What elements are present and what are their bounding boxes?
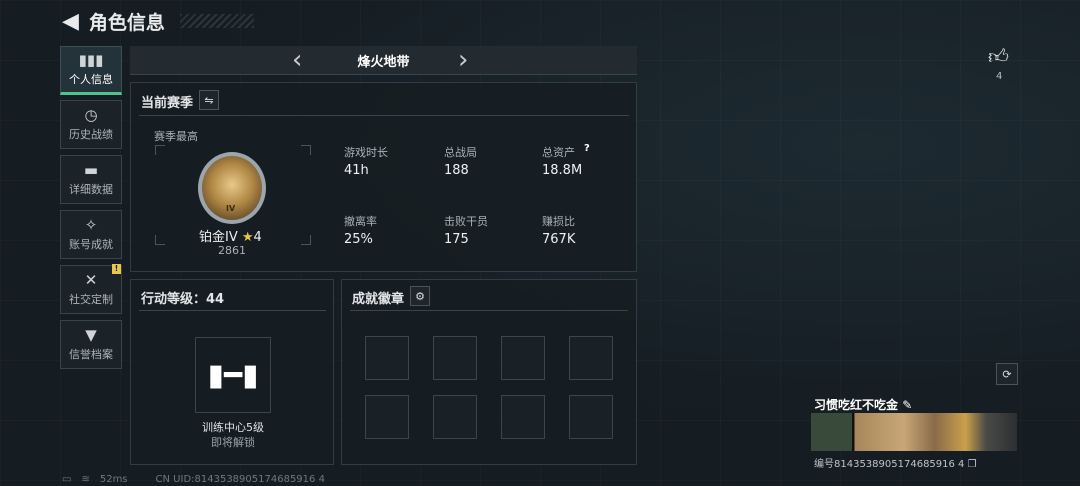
badge-slot[interactable] bbox=[569, 336, 613, 380]
stat-label: 游戏时长 bbox=[344, 146, 388, 159]
battery-icon: ▭ bbox=[62, 474, 72, 485]
rank-name: 铂金IV bbox=[199, 230, 238, 245]
alert-badge: ! bbox=[112, 264, 121, 274]
refresh-button[interactable]: ⟳ bbox=[996, 363, 1018, 385]
swap-icon: ⇋ bbox=[204, 93, 214, 107]
frame-corner bbox=[301, 235, 311, 245]
badge-slot[interactable] bbox=[501, 336, 545, 380]
folder-icon: ▬ bbox=[83, 161, 99, 179]
player-name-row: 习惯吃红不吃金 ✎ bbox=[814, 396, 912, 413]
bar-chart-icon: ▮▮▮ bbox=[78, 51, 104, 69]
action-level-panel: 行动等级：44 ▮━▮ 训练中心5级 即将解锁 bbox=[130, 279, 334, 465]
mode-selector: ‹ 烽火地带 › bbox=[130, 46, 637, 75]
sidebar-item-history[interactable]: ◷ 历史战绩 bbox=[60, 100, 122, 149]
badge-slot[interactable] bbox=[433, 395, 477, 439]
stat-label: 击败干员 bbox=[444, 215, 488, 228]
season-title: 当前赛季 bbox=[141, 96, 194, 111]
badge-slot[interactable] bbox=[365, 395, 409, 439]
page-title: 角色信息 bbox=[88, 12, 165, 34]
page-header: ◀ 角色信息 bbox=[62, 8, 165, 35]
clock-icon: ◷ bbox=[84, 106, 98, 124]
tools-icon: ✕ bbox=[84, 271, 98, 289]
sidebar-item-label: 账号成就 bbox=[69, 238, 113, 251]
sidebar-item-achievements[interactable]: ✧ 账号成就 bbox=[60, 210, 122, 259]
star-icon: ★ bbox=[241, 230, 254, 245]
wifi-icon: ≋ bbox=[81, 474, 90, 485]
sidebar-item-label: 详细数据 bbox=[69, 183, 113, 196]
frame-corner bbox=[155, 145, 165, 155]
divider bbox=[139, 115, 629, 116]
stat-value: 175 bbox=[444, 232, 469, 247]
help-button[interactable]: ? bbox=[584, 143, 590, 154]
stat-value: 188 bbox=[444, 163, 469, 178]
thumbs-up-icon: 👍︎ bbox=[988, 44, 1009, 68]
rank-display: 铂金IV ★4 bbox=[199, 226, 262, 245]
edit-name-button[interactable]: ✎ bbox=[902, 398, 913, 412]
player-name: 习惯吃红不吃金 bbox=[814, 398, 899, 412]
like-button[interactable]: 👍︎ bbox=[988, 44, 1009, 69]
status-bar: ▭ ≋ 52ms CN UID:8143538905174685916 4 bbox=[62, 474, 325, 485]
sidebar-item-label: 社交定制 bbox=[69, 293, 113, 306]
season-best-label: 赛季最高 bbox=[154, 130, 198, 143]
rank-score: 2861 bbox=[218, 244, 246, 257]
switch-season-button[interactable]: ⇋ bbox=[199, 90, 219, 110]
prev-mode-button[interactable]: ‹ bbox=[292, 45, 303, 75]
action-level-title: 行动等级：44 bbox=[141, 292, 225, 307]
achievement-panel: 成就徽章 ⚙ bbox=[341, 279, 637, 465]
sidebar-item-reputation[interactable]: ▼ 信誉档案 bbox=[60, 320, 122, 369]
copy-icon[interactable]: ❐ bbox=[967, 459, 977, 470]
stat-label: 总战局 bbox=[444, 146, 477, 159]
divider bbox=[350, 310, 628, 311]
stat-value: 767K bbox=[542, 232, 576, 247]
achievement-title: 成就徽章 bbox=[352, 292, 405, 307]
frame-corner bbox=[301, 145, 311, 155]
stat-label: 总资产 bbox=[542, 146, 575, 159]
rank-stars: 4 bbox=[253, 230, 262, 245]
shield-icon: ▼ bbox=[85, 326, 97, 344]
sidebar-item-social[interactable]: ✕ 社交定制 bbox=[60, 265, 122, 314]
achievement-settings-button[interactable]: ⚙ bbox=[410, 286, 430, 306]
refresh-icon: ⟳ bbox=[1002, 367, 1012, 381]
sidebar-item-label: 个人信息 bbox=[69, 73, 113, 86]
divider bbox=[139, 310, 326, 311]
badge-slot[interactable] bbox=[569, 395, 613, 439]
sidebar-item-label: 历史战绩 bbox=[69, 128, 113, 141]
frame-corner bbox=[155, 235, 165, 245]
badge-slot[interactable] bbox=[365, 336, 409, 380]
medal-level-text: IV bbox=[226, 204, 236, 213]
unlock-item-name: 训练中心5级 bbox=[202, 421, 264, 434]
stat-value: 25% bbox=[344, 232, 373, 247]
sidebar-item-details[interactable]: ▬ 详细数据 bbox=[60, 155, 122, 204]
rank-medal-icon: IV bbox=[198, 152, 266, 224]
season-panel: 当前赛季 ⇋ 赛季最高 铂金IV ★4 2861 游戏时长 41h 总战局 18… bbox=[130, 82, 637, 272]
stat-value: 41h bbox=[344, 163, 369, 178]
stat-label: 撤离率 bbox=[344, 215, 377, 228]
next-mode-button[interactable]: › bbox=[458, 45, 469, 75]
dumbbell-icon[interactable]: ▮━▮ bbox=[195, 337, 271, 413]
mode-title: 烽火地带 bbox=[357, 54, 410, 70]
gear-icon: ⚙ bbox=[415, 289, 425, 303]
like-count: 4 bbox=[996, 71, 1003, 82]
ping-value: 52ms bbox=[99, 474, 128, 485]
stat-label: 赚损比 bbox=[542, 215, 575, 228]
uid-value: CN UID:8143538905174685916 4 bbox=[155, 474, 325, 485]
badge-slot[interactable] bbox=[501, 395, 545, 439]
sidebar-item-personal-info[interactable]: ▮▮▮ 个人信息 bbox=[60, 46, 122, 95]
medal-icon: ✧ bbox=[84, 216, 98, 234]
profile-banner-image[interactable] bbox=[811, 413, 1017, 451]
sidebar-item-label: 信誉档案 bbox=[69, 348, 113, 361]
unlock-item-status: 即将解锁 bbox=[211, 436, 255, 449]
player-id-row: 编号8143538905174685916 4 ❐ bbox=[814, 455, 977, 470]
badge-slot[interactable] bbox=[433, 336, 477, 380]
header-hatch-decoration bbox=[180, 14, 254, 28]
back-button[interactable]: ◀ bbox=[62, 9, 79, 34]
player-id: 编号8143538905174685916 4 bbox=[814, 459, 965, 470]
stat-value: 18.8M bbox=[542, 163, 583, 178]
